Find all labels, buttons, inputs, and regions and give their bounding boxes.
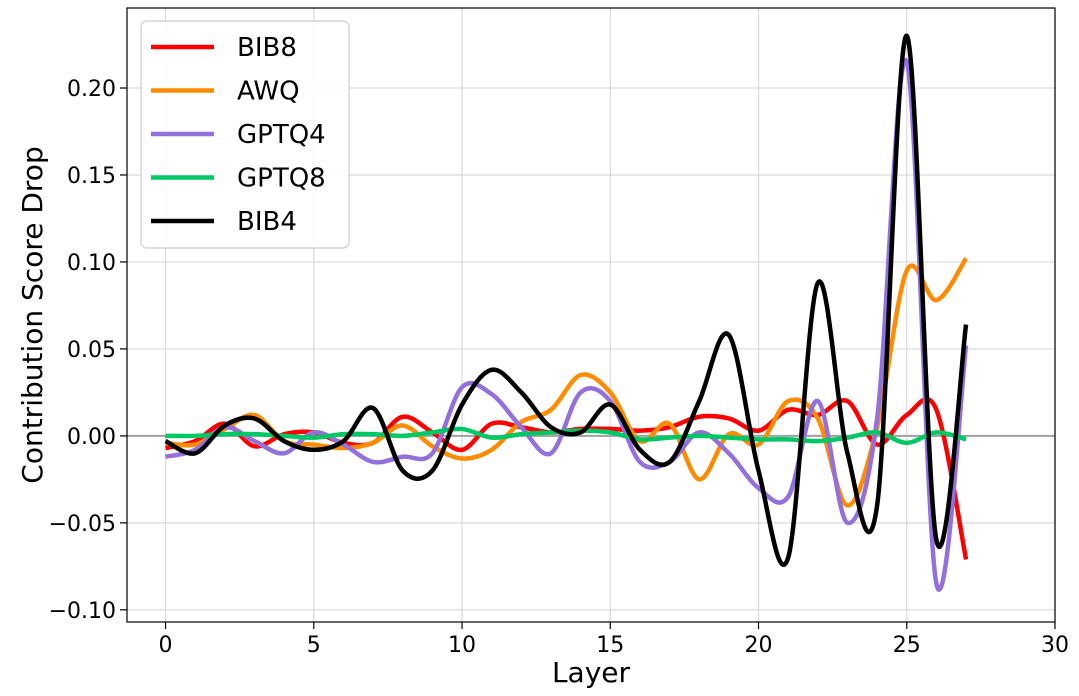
series-line-bib4 <box>164 33 969 567</box>
axis-ticks: 0 5 10 15 20 25 30 −0.10 −0.05 0.00 0.05 0.10 0.15 0.… <box>49 77 1069 658</box>
series-line-gptq8 <box>165 426 967 446</box>
x-tick-label: 25 <box>893 633 921 658</box>
y-tick-label: 0.10 <box>67 251 116 276</box>
y-tick-label: 0.15 <box>67 164 116 189</box>
legend-label-awq: AWQ <box>237 77 300 107</box>
legend-box <box>140 20 350 249</box>
series-lines <box>164 33 969 592</box>
legend: BIB8 AWQ GPTQ4 GPTQ8 BIB4 <box>140 20 350 249</box>
x-tick-label: 10 <box>448 633 476 658</box>
plot-frame <box>126 7 1056 623</box>
x-tick-label: 30 <box>1041 633 1069 658</box>
x-tick-label: 20 <box>745 633 773 658</box>
legend-label-bib8: BIB8 <box>237 33 297 63</box>
legend-label-gptq4: GPTQ4 <box>237 120 326 150</box>
x-axis-label: Layer <box>552 656 631 689</box>
y-tick-label: 0.00 <box>67 425 116 450</box>
legend-label-bib4: BIB4 <box>237 207 297 237</box>
y-tick-label: −0.05 <box>49 512 116 537</box>
series-line-awq <box>165 257 968 508</box>
y-axis-label: Contribution Score Drop <box>16 146 49 483</box>
x-tick-label: 0 <box>159 633 173 658</box>
x-tick-label: 5 <box>307 633 321 658</box>
y-tick-label: 0.05 <box>67 338 116 363</box>
x-tick-label: 15 <box>596 633 624 658</box>
legend-label-gptq8: GPTQ8 <box>237 164 326 194</box>
y-tick-label: 0.20 <box>67 77 116 102</box>
y-tick-label: −0.10 <box>49 599 116 624</box>
